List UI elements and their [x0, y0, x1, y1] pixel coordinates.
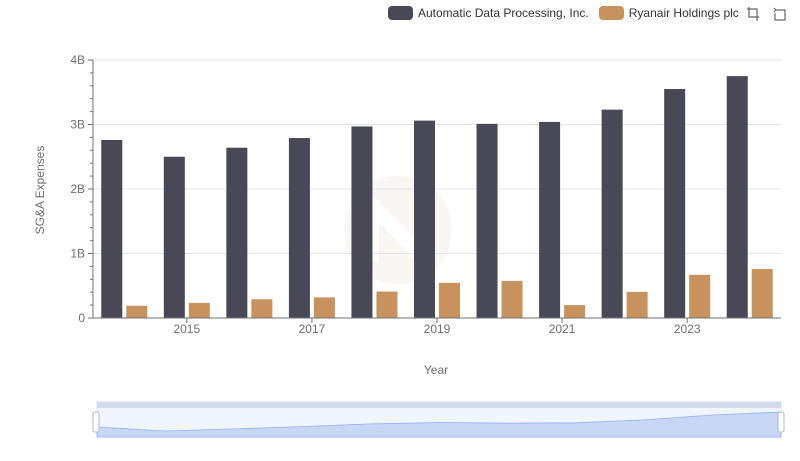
zoom-icon[interactable]	[746, 6, 762, 22]
legend-label-adp: Automatic Data Processing, Inc.	[418, 6, 589, 20]
bar-ryanair-2023[interactable]	[689, 274, 711, 318]
y-tick-label: 0	[78, 311, 85, 325]
slider-handle-left[interactable]	[92, 411, 100, 433]
y-tick-label: 1B	[70, 247, 85, 261]
slider-top-bar[interactable]	[97, 402, 781, 408]
bar-adp-2023[interactable]	[664, 89, 686, 319]
bar-ryanair-2024[interactable]	[751, 268, 773, 318]
slider-preview-area	[96, 411, 782, 438]
legend: Automatic Data Processing, Inc. Ryanair …	[388, 4, 739, 22]
bar-adp-2020[interactable]	[476, 123, 498, 318]
x-tick-label: 2021	[549, 322, 576, 336]
bar-adp-2017[interactable]	[288, 138, 310, 318]
legend-swatch-adp	[388, 6, 413, 20]
y-tick-label: 4B	[70, 53, 85, 67]
legend-item-ryanair[interactable]: Ryanair Holdings plc	[598, 6, 739, 20]
x-axis-title: Year	[424, 363, 448, 377]
y-tick-label: 2B	[70, 182, 85, 196]
x-tick-label: 2015	[173, 322, 200, 336]
bar-ryanair-2022[interactable]	[626, 291, 648, 318]
watermark-logo	[344, 176, 452, 284]
legend-item-adp[interactable]: Automatic Data Processing, Inc.	[388, 6, 589, 20]
slider-selection[interactable]	[97, 402, 781, 437]
y-tick-label: 3B	[70, 118, 85, 132]
bar-ryanair-2019[interactable]	[439, 282, 460, 318]
bar-adp-2014[interactable]	[101, 139, 123, 318]
slider-frame	[96, 401, 782, 438]
bar-ryanair-2016[interactable]	[251, 299, 273, 318]
slider-handle-right[interactable]	[777, 411, 785, 433]
bar-ryanair-2020[interactable]	[501, 280, 523, 318]
x-tick-label: 2023	[674, 322, 701, 336]
bar-adp-2021[interactable]	[539, 121, 561, 318]
zoom-slider[interactable]	[92, 401, 785, 438]
bar-adp-2019[interactable]	[414, 120, 435, 318]
restore-icon[interactable]	[772, 6, 788, 22]
y-axis-title: SG&A Expenses	[33, 146, 47, 235]
bar-adp-2018[interactable]	[351, 126, 373, 318]
bar-ryanair-2017[interactable]	[313, 297, 335, 318]
bar-ryanair-2015[interactable]	[188, 302, 210, 318]
bar-ryanair-2018[interactable]	[376, 291, 398, 318]
x-tick-label: 2017	[299, 322, 326, 336]
bar-ryanair-2021[interactable]	[564, 305, 586, 318]
bar-adp-2016[interactable]	[226, 147, 248, 318]
toolbox	[746, 6, 788, 22]
bar-adp-2015[interactable]	[163, 156, 185, 318]
x-tick-label: 2019	[424, 322, 451, 336]
bar-ryanair-2014[interactable]	[126, 305, 148, 318]
legend-label-ryanair: Ryanair Holdings plc	[628, 6, 739, 20]
bar-adp-2024[interactable]	[726, 76, 748, 318]
legend-swatch-ryanair	[598, 6, 624, 20]
bar-adp-2022[interactable]	[601, 109, 623, 318]
